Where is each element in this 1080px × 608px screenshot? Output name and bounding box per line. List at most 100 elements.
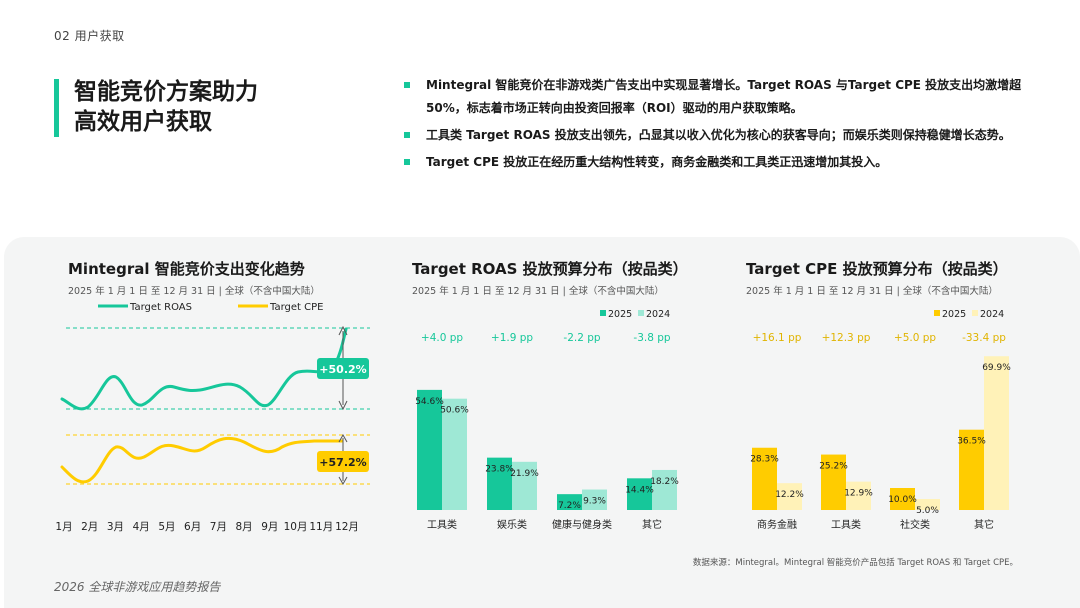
trend-chart-title: Mintegral 智能竞价支出变化趋势 bbox=[68, 260, 305, 278]
x-tick-label: 11月 bbox=[309, 521, 333, 533]
section-label: 02 用户获取 bbox=[54, 29, 125, 43]
x-tick-label: 5月 bbox=[158, 521, 175, 533]
data-label-2024: 18.2% bbox=[650, 477, 679, 487]
bar-2025 bbox=[417, 389, 442, 510]
bar-2024 bbox=[652, 469, 677, 510]
data-label-2024: 12.9% bbox=[844, 489, 873, 499]
category-label: 工具类 bbox=[831, 518, 861, 531]
trend-chart-subtitle: 2025 年 1 月 1 日 至 12 月 31 日 | 全球（不含中国大陆） bbox=[68, 286, 320, 297]
x-tick-label: 7月 bbox=[210, 521, 227, 533]
headline-line-2: 高效用户获取 bbox=[74, 109, 212, 135]
x-tick-label: 12月 bbox=[335, 521, 359, 533]
category-label: 健康与健身类 bbox=[552, 518, 612, 531]
roas-chart-title: Target ROAS 投放预算分布（按品类） bbox=[412, 260, 688, 278]
data-label-2025: 25.2% bbox=[819, 462, 848, 472]
key-finding-2: 工具类 Target ROAS 投放支出领先，凸显其以收入优化为核心的获客导向；… bbox=[404, 124, 1044, 147]
x-tick-label: 6月 bbox=[184, 521, 201, 533]
x-tick-label: 8月 bbox=[235, 521, 252, 533]
roas-chart-subtitle: 2025 年 1 月 1 日 至 12 月 31 日 | 全球（不含中国大陆） bbox=[412, 286, 664, 297]
bar-2024 bbox=[512, 461, 537, 510]
data-source-note: 数据来源：Mintegral。Mintegral 智能竞价产品包括 Target… bbox=[692, 558, 1018, 568]
bullet-square-icon bbox=[404, 82, 410, 88]
cpe-bar-chart: 2025 2024 +16.1 pp 28.3% 12.2% 商务金融 +12.3 pp 25… bbox=[750, 309, 1011, 531]
x-tick-label: 1月 bbox=[55, 521, 72, 533]
change-label: +12.3 pp bbox=[822, 332, 871, 344]
data-label-2024: 5.0% bbox=[916, 506, 939, 516]
report-name: 2026 全球非游戏应用趋势报告 bbox=[54, 580, 221, 594]
bar-2025 bbox=[487, 457, 512, 510]
key-finding-3: Target CPE 投放正在经历重大结构性转变，商务金融类和工具类正迅速增加其… bbox=[404, 151, 1044, 174]
cpe-arrowhead-up-icon bbox=[338, 433, 348, 443]
bar-2025 bbox=[959, 429, 984, 510]
data-label-2024: 12.2% bbox=[775, 490, 804, 500]
legend-2025-label: 2025 bbox=[942, 309, 966, 320]
bar-2024 bbox=[915, 499, 940, 510]
cpe-chart-title: Target CPE 投放预算分布（按品类） bbox=[746, 260, 1008, 278]
bar-2025 bbox=[821, 454, 846, 510]
key-finding-text: Target CPE 投放正在经历重大结构性转变，商务金融类和工具类正迅速增加其… bbox=[426, 155, 888, 169]
category-label: 工具类 bbox=[427, 518, 457, 531]
trend-legend: Target ROAS Target CPE bbox=[98, 302, 323, 313]
legend-2025-swatch bbox=[934, 310, 940, 316]
bullet-square-icon bbox=[404, 159, 410, 165]
bar-2025 bbox=[890, 488, 915, 510]
roas-arrowhead-up-icon bbox=[338, 325, 348, 336]
key-finding-text: Mintegral 智能竞价在非游戏类广告支出中实现显著增长。Target RO… bbox=[426, 78, 1022, 115]
roas-arrowhead-down-icon bbox=[338, 400, 348, 411]
key-findings-list: Mintegral 智能竞价在非游戏类广告支出中实现显著增长。Target RO… bbox=[404, 74, 1044, 178]
bullet-square-icon bbox=[404, 132, 410, 138]
data-label-2025: 28.3% bbox=[750, 455, 779, 465]
bar-2025 bbox=[557, 494, 582, 510]
category-label: 其它 bbox=[974, 518, 994, 531]
bar-2025 bbox=[752, 447, 777, 510]
category-label: 社交类 bbox=[900, 518, 930, 531]
roas-change-label: +50.2% bbox=[319, 363, 366, 376]
data-label-2025: 54.6% bbox=[415, 397, 444, 407]
bar-2024 bbox=[582, 489, 607, 510]
trend-chart: Target ROAS Target CPE +50.2% +57.2% 1月 2月 3月 4… bbox=[55, 302, 370, 533]
headline: 智能竞价方案助力 高效用户获取 bbox=[74, 77, 258, 137]
bar-2024 bbox=[984, 356, 1009, 510]
x-tick-label: 9月 bbox=[261, 521, 278, 533]
roas-change-badge bbox=[317, 358, 369, 379]
data-label-2025: 7.2% bbox=[558, 501, 581, 511]
data-label-2025: 10.0% bbox=[888, 495, 917, 505]
legend-2024-label: 2024 bbox=[980, 309, 1004, 320]
x-tick-label: 10月 bbox=[284, 521, 308, 533]
data-label-2024: 69.9% bbox=[982, 363, 1011, 373]
roas-trend-line bbox=[60, 327, 348, 411]
legend-2025-label: 2025 bbox=[608, 309, 632, 320]
legend-cpe-label: Target CPE bbox=[269, 302, 323, 313]
cpe-trend-line bbox=[60, 436, 344, 484]
charts-panel bbox=[4, 237, 1080, 608]
change-label: +1.9 pp bbox=[491, 332, 533, 344]
change-label: +5.0 pp bbox=[894, 332, 936, 344]
x-tick-label: 4月 bbox=[133, 521, 150, 533]
data-label-2024: 21.9% bbox=[510, 469, 539, 479]
x-tick-label: 2月 bbox=[81, 521, 98, 533]
key-finding-1: Mintegral 智能竞价在非游戏类广告支出中实现显著增长。Target RO… bbox=[404, 74, 1044, 120]
data-label-2025: 23.8% bbox=[485, 465, 514, 475]
legend-2024-label: 2024 bbox=[646, 309, 670, 320]
category-label: 商务金融 bbox=[757, 518, 797, 531]
data-label-2025: 14.4% bbox=[625, 485, 654, 495]
data-label-2024: 9.3% bbox=[583, 497, 606, 507]
legend-roas-label: Target ROAS bbox=[129, 302, 192, 313]
data-label-2024: 50.6% bbox=[440, 406, 469, 416]
data-label-2025: 36.5% bbox=[957, 437, 986, 447]
x-tick-label: 3月 bbox=[107, 521, 124, 533]
cpe-chart-subtitle: 2025 年 1 月 1 日 至 12 月 31 日 | 全球（不含中国大陆） bbox=[746, 286, 998, 297]
key-finding-text: 工具类 Target ROAS 投放支出领先，凸显其以收入优化为核心的获客导向；… bbox=[426, 128, 1011, 142]
category-label: 娱乐类 bbox=[497, 518, 527, 531]
bar-2024 bbox=[777, 483, 802, 510]
headline-line-1: 智能竞价方案助力 bbox=[74, 79, 258, 105]
change-label: -33.4 pp bbox=[962, 332, 1006, 344]
change-label: +16.1 pp bbox=[753, 332, 802, 344]
cpe-change-label: +57.2% bbox=[319, 456, 366, 469]
legend-2024-swatch bbox=[638, 310, 644, 316]
bar-2024 bbox=[442, 398, 467, 510]
roas-bar-chart: 2025 2024 +4.0 pp 54.6%50.6% 工具类 +1.9 pp 23.8%… bbox=[415, 309, 679, 531]
change-label: -2.2 pp bbox=[563, 332, 600, 344]
legend-2024-swatch bbox=[972, 310, 978, 316]
bar-2025 bbox=[627, 478, 652, 510]
